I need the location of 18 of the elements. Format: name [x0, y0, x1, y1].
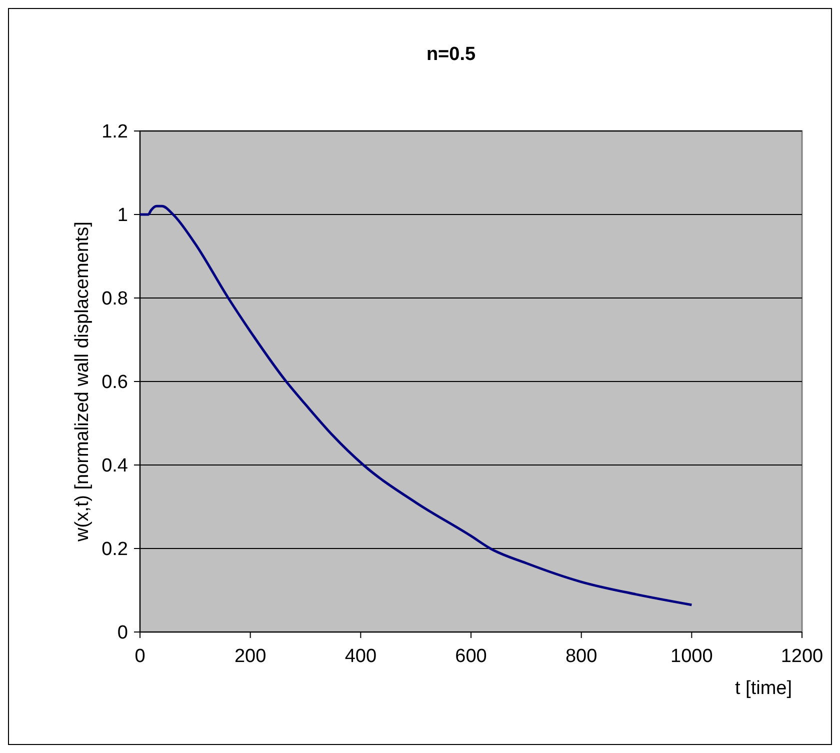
- x-tick-label: 1200: [780, 646, 824, 667]
- x-tick-label: 1000: [670, 646, 713, 667]
- y-tick-label: 1.2: [102, 122, 128, 143]
- y-tick-label: 0: [117, 622, 128, 644]
- y-tick-label: 0.8: [102, 288, 128, 310]
- y-tick-label: 1: [117, 205, 128, 226]
- y-axis-title: w(x,t) [normalized wall displacements]: [72, 222, 93, 542]
- y-tick-label: 0.6: [102, 372, 128, 394]
- x-tick-label: 400: [344, 646, 377, 667]
- y-tick-label: 0.2: [102, 539, 128, 560]
- x-tick-label: 800: [565, 646, 598, 667]
- x-axis-title: t [time]: [734, 678, 792, 699]
- x-tick-label: 200: [234, 646, 266, 667]
- chart-title: n=0.5: [426, 44, 476, 65]
- line-series: [138, 204, 693, 606]
- x-tick-label: 600: [455, 646, 487, 667]
- y-tick-label: 0.4: [102, 456, 128, 477]
- x-tick-label: 0: [134, 646, 146, 667]
